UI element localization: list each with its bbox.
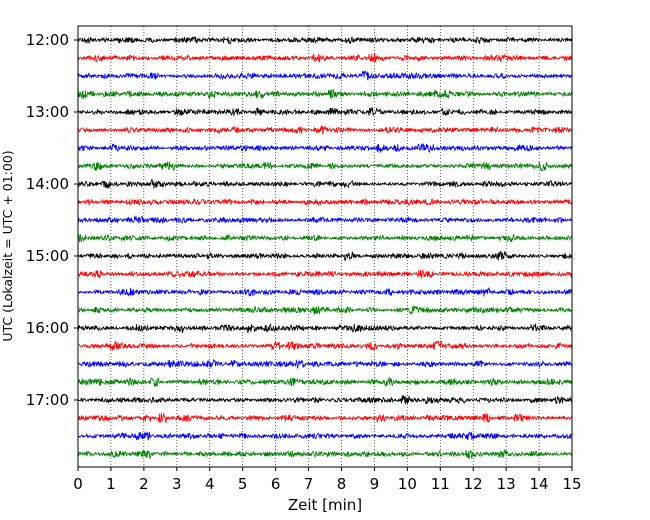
y-axis-ticks: 12:00 13:00 14:00 15:00 16:00 17:00 [26,31,78,409]
x-tick-label-9: 9 [370,475,380,493]
trace-1600 [77,323,573,334]
trace-1530 [77,287,573,297]
trace-1430 [77,215,573,225]
trace-1645 [77,376,573,388]
y-tick-label-1500: 15:00 [26,247,69,265]
x-tick-label-14: 14 [530,475,549,493]
trace-1345 [77,161,573,171]
trace-1245 [77,89,573,99]
x-tick-label-0: 0 [73,475,83,493]
plot-frame [77,25,573,468]
x-axis-title: Zeit [min] [288,496,362,514]
y-tick-label-1600: 16:00 [26,319,69,337]
trace-1730 [77,430,573,442]
trace-1445 [77,233,573,243]
seismic-traces [77,35,573,460]
x-tick-label-7: 7 [304,475,314,493]
trace-1630 [77,358,573,369]
trace-1545 [77,305,573,316]
y-tick-label-1700: 17:00 [26,391,69,409]
trace-1700 [77,394,573,405]
y-tick-label-1400: 14:00 [26,175,69,193]
trace-1500 [77,250,573,261]
x-axis-ticks: 0 1 2 3 4 5 6 7 8 9 10 11 12 13 14 15 [73,467,582,493]
trace-1400 [77,179,573,190]
trace-1415 [77,197,573,207]
y-tick-label-1200: 12:00 [26,31,69,49]
x-tick-label-6: 6 [271,475,281,493]
x-tick-label-4: 4 [205,475,215,493]
y-tick-label-1300: 13:00 [26,103,69,121]
x-tick-label-8: 8 [337,475,347,493]
x-tick-label-15: 15 [562,475,581,493]
trace-1200 [77,35,573,45]
trace-1300 [77,106,573,118]
trace-1230 [77,70,573,81]
x-tick-label-1: 1 [106,475,116,493]
trace-1330 [77,142,573,153]
x-tick-label-11: 11 [431,475,450,493]
trace-1715 [77,413,573,424]
trace-1745 [77,448,573,460]
x-tick-label-12: 12 [464,475,483,493]
trace-1315 [77,125,573,135]
x-tick-label-2: 2 [139,475,149,493]
x-tick-label-5: 5 [238,475,248,493]
y-axis-title: UTC (Lokalzeit = UTC + 01:00) [0,150,15,341]
x-tick-label-3: 3 [172,475,182,493]
trace-1615 [77,339,573,351]
x-tick-label-10: 10 [398,475,417,493]
trace-1515 [77,269,573,279]
x-tick-label-13: 13 [497,475,516,493]
trace-1215 [77,52,573,63]
